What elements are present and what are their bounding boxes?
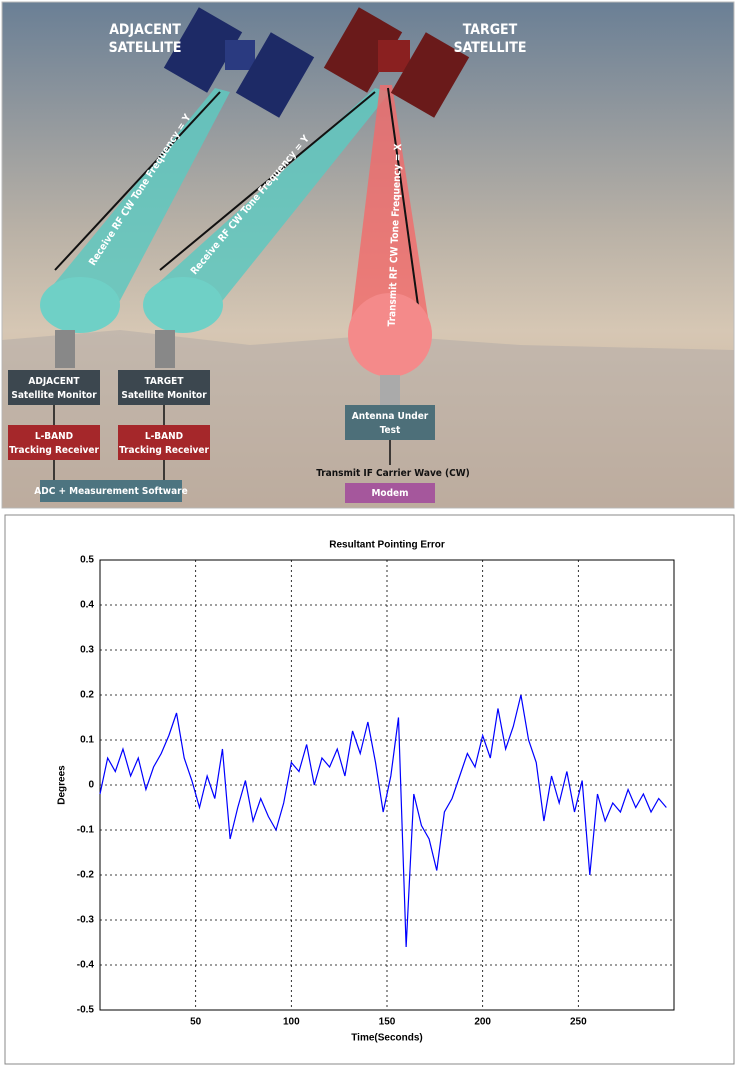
box-label: Satellite Monitor <box>11 390 97 401</box>
y-tick-label: -0.1 <box>77 825 95 836</box>
y-tick-label: -0.4 <box>77 960 95 971</box>
chart: Resultant Pointing Error Time(Seconds) D… <box>5 515 734 1064</box>
box-label: L-BAND <box>35 431 73 442</box>
y-tick-label: 0.5 <box>80 555 94 566</box>
label: ADJACENT <box>109 22 181 38</box>
diagram: ADJACENT SATELLITE TARGET SATELLITE Rece… <box>2 2 734 508</box>
x-axis-label: Time(Seconds) <box>351 1033 423 1044</box>
label: Transmit IF Carrier Wave (CW) <box>316 468 470 479</box>
y-tick-label: -0.3 <box>77 915 95 926</box>
figure: ADJACENT SATELLITE TARGET SATELLITE Rece… <box>0 0 736 1066</box>
page: ADJACENT SATELLITE TARGET SATELLITE Rece… <box>0 0 736 1066</box>
y-tick-label: -0.2 <box>77 870 95 881</box>
dish <box>143 277 223 333</box>
y-tick-label: 0.4 <box>80 600 94 611</box>
y-tick-label: -0.5 <box>77 1005 95 1016</box>
x-tick-label: 250 <box>570 1017 587 1028</box>
mount <box>155 330 175 368</box>
box-label: L-BAND <box>145 431 183 442</box>
x-tick-label: 200 <box>474 1017 491 1028</box>
x-tick-label: 150 <box>379 1017 396 1028</box>
chart-frame <box>5 515 734 1064</box>
x-tick-label: 100 <box>283 1017 300 1028</box>
mount <box>55 330 75 368</box>
dish <box>40 277 120 333</box>
box-label: Modem <box>371 488 408 499</box>
box-label: Tracking Receiver <box>9 445 99 456</box>
box-label: ADJACENT <box>28 376 80 387</box>
x-tick-label: 50 <box>190 1017 202 1028</box>
label: SATELLITE <box>109 40 182 56</box>
box-label: TARGET <box>145 376 185 387</box>
box-label: Satellite Monitor <box>121 390 207 401</box>
chart-title: Resultant Pointing Error <box>329 540 445 551</box>
mount <box>380 375 400 405</box>
y-axis-label: Degrees <box>57 765 68 805</box>
y-tick-label: 0.2 <box>80 690 94 701</box>
y-tick-label: 0 <box>88 780 94 791</box>
label: SATELLITE <box>454 40 527 56</box>
box-label: Tracking Receiver <box>119 445 209 456</box>
y-tick-label: 0.3 <box>80 645 94 656</box>
label: TARGET <box>463 22 518 38</box>
box-label: ADC + Measurement Software <box>34 486 187 497</box>
box-label: Test <box>380 425 401 436</box>
y-tick-label: 0.1 <box>80 735 94 746</box>
box-label: Antenna Under <box>352 411 429 422</box>
